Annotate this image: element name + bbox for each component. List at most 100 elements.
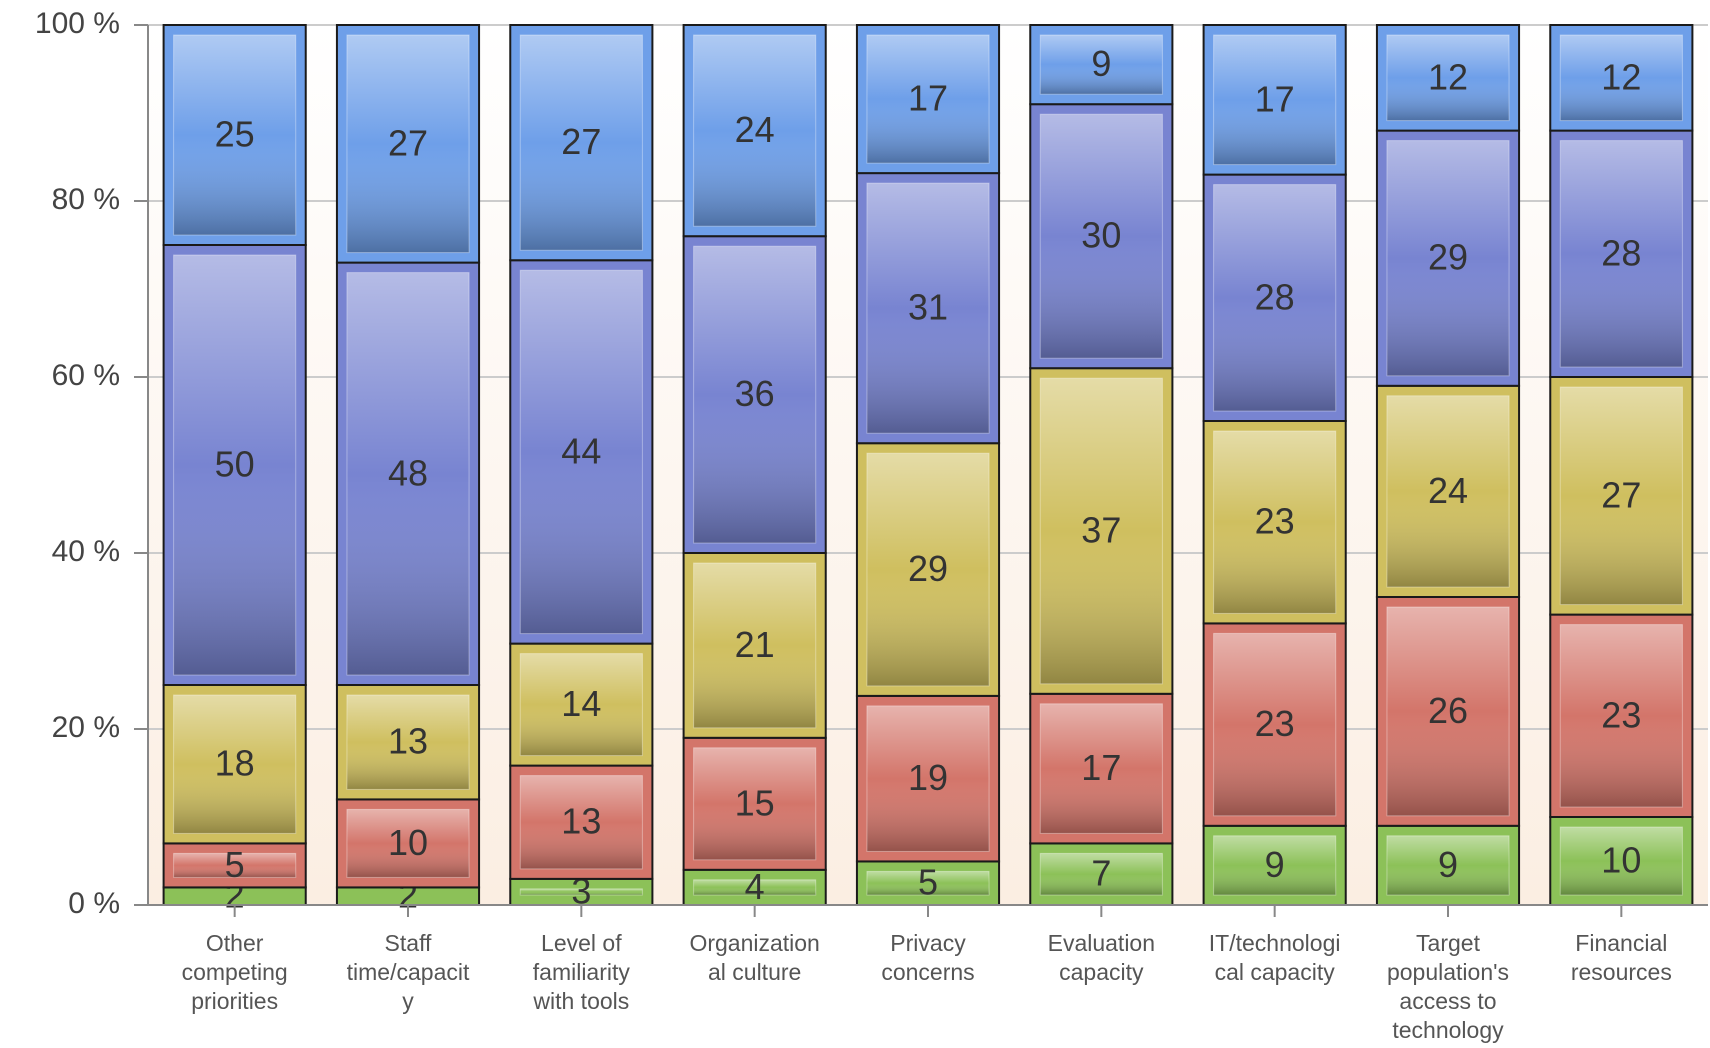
data-label: 13 <box>388 721 428 762</box>
segment-group <box>682 552 827 739</box>
bar-shade <box>866 870 990 896</box>
data-label: 5 <box>225 844 245 885</box>
bar-shade <box>346 694 470 790</box>
data-label: 30 <box>1081 215 1121 256</box>
segment-group <box>682 868 827 906</box>
data-label: 17 <box>908 78 948 119</box>
segment-group <box>1375 384 1521 598</box>
segment-group <box>1549 129 1694 378</box>
segment-group <box>509 642 654 767</box>
bar-shade <box>173 254 297 676</box>
data-label: 25 <box>215 114 255 155</box>
segment-group <box>162 24 307 246</box>
bar-shade <box>346 272 470 676</box>
segment-group <box>162 244 307 686</box>
bar-shade <box>1386 835 1510 896</box>
data-label: 17 <box>1255 78 1295 119</box>
segment-group <box>855 442 1001 697</box>
data-label: 9 <box>1438 844 1458 885</box>
segment-group <box>682 24 827 238</box>
data-label: 10 <box>388 822 428 863</box>
data-label: 37 <box>1081 510 1121 551</box>
data-label: 19 <box>908 757 948 798</box>
data-label: 13 <box>561 801 601 842</box>
x-tick-label: IT/technologi cal capacity <box>1208 930 1341 985</box>
bar-shade <box>1386 34 1510 122</box>
data-label: 17 <box>1081 747 1121 788</box>
segment-group <box>855 24 1001 175</box>
segment-group <box>855 860 1001 907</box>
data-label: 44 <box>561 430 601 471</box>
data-label: 21 <box>735 624 775 665</box>
bar-shade <box>1039 703 1163 834</box>
data-label: 4 <box>745 866 765 907</box>
segment-group <box>1375 129 1521 387</box>
data-label: 27 <box>561 121 601 162</box>
bar-shade <box>1039 377 1163 685</box>
data-label: 18 <box>215 743 255 784</box>
data-label: 7 <box>1091 853 1111 894</box>
bar-shade <box>1213 835 1337 896</box>
bar-shade <box>173 694 297 834</box>
segment-group <box>1375 596 1521 827</box>
y-tick-label: 40 % <box>52 535 120 568</box>
bar-shade <box>1213 632 1337 817</box>
segment-group <box>1202 622 1347 827</box>
data-label: 48 <box>388 452 428 493</box>
data-label: 14 <box>561 683 601 724</box>
segment-group <box>1202 24 1347 176</box>
bar-shade <box>866 182 990 434</box>
segment-group <box>1202 420 1347 625</box>
bar-shade <box>173 852 297 878</box>
data-label: 3 <box>571 870 591 911</box>
bar-shade <box>866 705 990 852</box>
bar-shade <box>866 452 990 687</box>
segment-group <box>1549 376 1694 616</box>
x-tick-label: Privacy concerns <box>881 930 975 985</box>
data-label: 12 <box>1601 56 1641 97</box>
data-label: 27 <box>1601 474 1641 515</box>
bar-shade <box>1386 606 1510 817</box>
bar-shade <box>1559 386 1683 606</box>
x-tick-label: Other competing priorities <box>181 930 288 1014</box>
data-label: 9 <box>1265 844 1285 885</box>
data-label: 29 <box>1428 237 1468 278</box>
segment-group <box>1202 824 1347 906</box>
bar-shade <box>1386 140 1510 377</box>
segment-group <box>162 684 307 845</box>
bar-shade <box>1213 430 1337 614</box>
segment-group <box>1029 24 1174 106</box>
y-tick-label: 20 % <box>52 711 120 744</box>
segment-group <box>1375 24 1521 132</box>
bar-shade <box>1039 852 1163 896</box>
segment-group <box>1029 842 1174 907</box>
bar-shade <box>866 34 990 164</box>
segment-group <box>1202 173 1347 422</box>
bar-shade <box>693 245 817 544</box>
data-label: 28 <box>1255 276 1295 317</box>
bar-shade <box>173 34 297 236</box>
data-label: 36 <box>735 373 775 414</box>
x-tick-label: Target population's access to technology <box>1386 930 1510 1043</box>
bar-shade <box>519 34 643 251</box>
segment-group <box>335 684 481 801</box>
data-label: 23 <box>1601 694 1641 735</box>
y-tick-label: 0 % <box>68 887 120 920</box>
segment-group <box>509 259 654 645</box>
data-label: 27 <box>388 122 428 163</box>
data-label: 29 <box>908 548 948 589</box>
x-tick-label: Organization al culture <box>689 930 820 985</box>
segment-group <box>1029 367 1174 695</box>
data-label: 10 <box>1601 840 1641 881</box>
data-label: 9 <box>1091 43 1111 84</box>
bar-shade <box>1386 395 1510 588</box>
segment-group <box>509 764 654 880</box>
data-label: 5 <box>918 862 938 903</box>
bar-shade <box>519 775 643 870</box>
segment-group <box>1549 816 1694 906</box>
x-tick-label: Level of familiarity with tools <box>532 930 630 1014</box>
data-label: 50 <box>215 444 255 485</box>
bar-shade <box>519 888 643 896</box>
data-label: 28 <box>1601 232 1641 273</box>
